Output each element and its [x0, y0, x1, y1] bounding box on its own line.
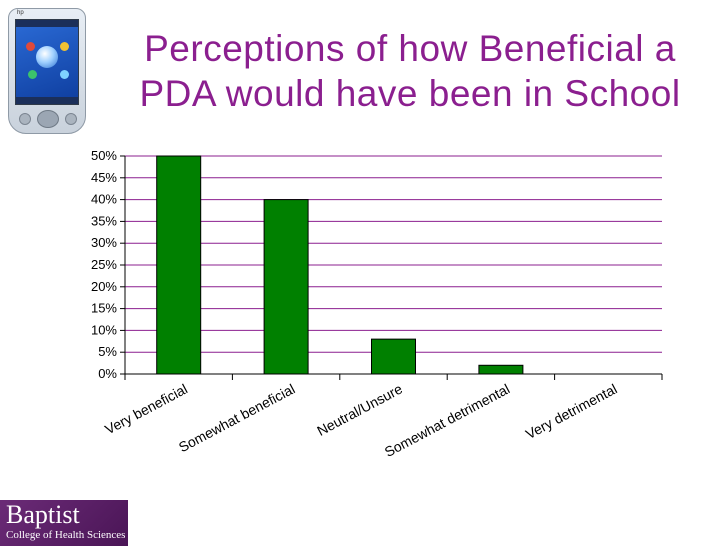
- x-tick-label: Somewhat beneficial: [176, 381, 298, 456]
- pda-button: [65, 113, 77, 125]
- bar: [263, 199, 309, 375]
- page-title: Perceptions of how Beneficial a PDA woul…: [100, 26, 720, 116]
- gridlines: [125, 155, 662, 353]
- x-tick-label: Neutral/Unsure: [314, 380, 405, 438]
- x-tick-label: Very detrimental: [523, 381, 620, 443]
- y-tick-label: 30%: [91, 235, 117, 250]
- y-tick-label: 10%: [91, 322, 117, 337]
- pda-button: [19, 113, 31, 125]
- y-tick-label: 15%: [91, 301, 117, 316]
- pda-app-icon: [60, 70, 69, 79]
- bars: [156, 155, 524, 375]
- y-tick-label: 5%: [98, 344, 117, 359]
- pda-device-image: hp: [8, 8, 86, 134]
- axes: [120, 155, 663, 380]
- bar: [478, 364, 524, 375]
- pda-app-icon: [28, 70, 37, 79]
- logo-sub-text: College of Health Sciences: [6, 529, 126, 541]
- pda-status-bar: [16, 20, 78, 27]
- bar: [156, 155, 202, 375]
- y-tick-label: 35%: [91, 213, 117, 228]
- y-tick-label: 0%: [98, 366, 117, 381]
- x-tick-label: Very beneficial: [102, 381, 190, 438]
- y-tick-label: 50%: [91, 148, 117, 163]
- title-line-2: PDA would have been in School: [139, 73, 681, 114]
- pda-orb-icon: [36, 46, 58, 68]
- title-line-1: Perceptions of how Beneficial a: [144, 28, 676, 69]
- y-tick-label: 40%: [91, 192, 117, 207]
- college-logo: Baptist College of Health Sciences: [0, 500, 128, 546]
- y-tick-label: 25%: [91, 257, 117, 272]
- pda-brand-label: hp: [17, 10, 24, 16]
- pda-menu-bar: [16, 97, 78, 104]
- pda-navigation-pad: [37, 110, 59, 128]
- bar: [371, 338, 416, 375]
- logo-main-text: Baptist: [6, 500, 80, 529]
- pda-app-icon: [60, 42, 69, 51]
- pda-app-icon: [26, 42, 35, 51]
- y-tick-labels: 0% 5% 10% 15% 20% 25% 30% 35% 40% 45% 50%: [91, 148, 117, 381]
- pda-screen: [15, 19, 79, 105]
- y-tick-label: 45%: [91, 170, 117, 185]
- y-tick-label: 20%: [91, 279, 117, 294]
